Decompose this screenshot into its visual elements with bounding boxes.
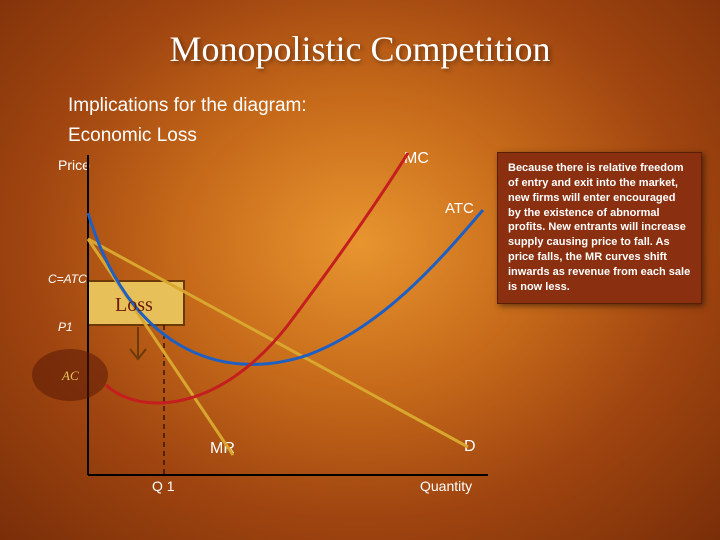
subtitle-implications: Implications for the diagram: <box>68 95 307 117</box>
explanation-box: Because there is relative freedom of ent… <box>497 152 702 304</box>
loss-label: Loss <box>115 294 153 317</box>
demand-curve <box>88 239 468 447</box>
subtitle-loss: Economic Loss <box>68 125 197 147</box>
p1-label: P1 <box>58 320 73 334</box>
q1-label: Q 1 <box>152 478 175 494</box>
page-title: Monopolistic Competition <box>0 0 720 70</box>
loss-arrow-icon <box>130 327 146 359</box>
x-axis-label: Quantity <box>420 478 472 494</box>
y-axis-label: Price <box>58 157 90 173</box>
catc-label: C=ATC <box>48 272 87 286</box>
ac-text: AC <box>61 368 79 383</box>
mr-curve <box>88 239 233 455</box>
